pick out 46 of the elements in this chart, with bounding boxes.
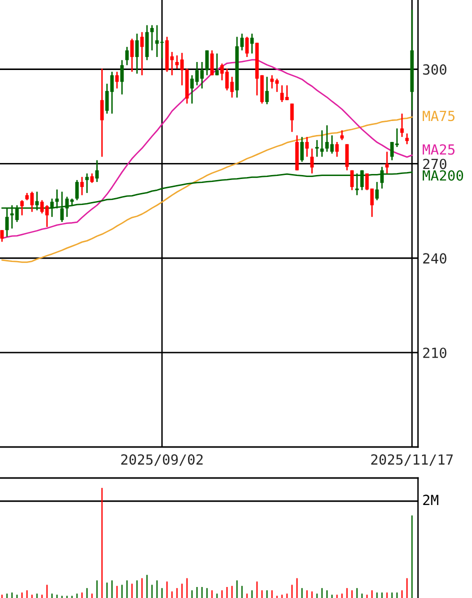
y-tick-label: 240	[423, 253, 446, 264]
candlestick	[115, 71, 119, 90]
series-label: MA200	[422, 170, 464, 181]
candlestick	[100, 68, 104, 158]
series-label: MA25	[422, 144, 455, 155]
ref-line-label: 2M	[423, 494, 438, 505]
candlestick	[265, 76, 269, 105]
candlestick	[290, 102, 294, 133]
candlestick	[335, 141, 339, 158]
candlestick	[75, 179, 79, 201]
candlestick	[340, 130, 344, 141]
candlestick	[400, 112, 404, 138]
line-series	[1, 116, 413, 263]
candlestick	[245, 36, 249, 58]
candlestick	[345, 143, 349, 171]
candlestick	[120, 59, 124, 96]
y-tick-label: 210	[423, 348, 446, 358]
series-label: MA75	[422, 110, 455, 122]
candlestick	[85, 172, 89, 194]
candlestick	[90, 172, 94, 184]
candlestick	[350, 170, 354, 191]
candlestick	[385, 151, 389, 174]
candlestick	[130, 38, 134, 72]
candlestick	[80, 176, 84, 196]
candlestick	[135, 32, 139, 74]
candlestick	[305, 136, 309, 158]
candlestick	[405, 132, 409, 145]
candlestick	[20, 200, 24, 216]
x-tick-label: 2025/09/02	[121, 454, 203, 466]
candlestick	[95, 160, 99, 183]
candlestick	[125, 46, 129, 66]
candlestick	[140, 31, 144, 76]
candlestick	[0, 229, 4, 242]
candlestick	[150, 24, 154, 52]
candlestick	[210, 50, 214, 76]
candlestick	[250, 32, 254, 54]
candlestick	[205, 50, 209, 76]
candlestick	[320, 130, 324, 158]
x-tick-label: 2025/11/17	[371, 454, 453, 466]
candlestick	[375, 181, 379, 201]
y-tick-label: 270	[423, 158, 446, 170]
candlestick	[315, 139, 319, 158]
candlestick	[300, 136, 304, 162]
candlestick	[215, 52, 219, 76]
candlestick	[310, 148, 314, 174]
y-tick-label: 300	[423, 64, 446, 75]
